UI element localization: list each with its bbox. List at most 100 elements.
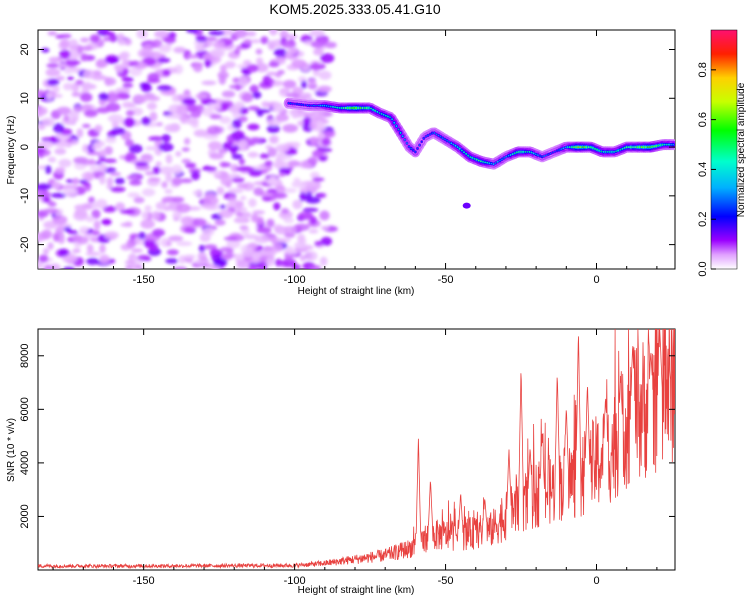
noise-blob xyxy=(93,220,101,231)
noise-blob xyxy=(122,68,130,75)
noise-blob xyxy=(62,187,78,196)
noise-blob xyxy=(257,111,264,117)
noise-blob xyxy=(58,248,69,257)
noise-blob xyxy=(238,158,245,166)
ridge-cell xyxy=(324,105,325,107)
noise-blob xyxy=(102,158,117,163)
noise-blob xyxy=(109,172,122,177)
ridge-cell xyxy=(452,144,454,145)
noise-blob xyxy=(291,181,308,188)
ridge-cell xyxy=(317,105,319,107)
ridge-cell xyxy=(647,146,649,148)
noise-blob xyxy=(149,50,162,59)
ridge-cell xyxy=(545,154,547,156)
noise-blob xyxy=(99,175,106,185)
noise-blob xyxy=(241,250,256,258)
noise-blob xyxy=(237,207,248,212)
noise-blob xyxy=(319,210,330,221)
ridge-cell xyxy=(421,141,423,143)
ridge-cell xyxy=(440,136,442,138)
noise-blob xyxy=(105,136,117,144)
x-tick-label: -150 xyxy=(133,575,155,587)
ridge-cell xyxy=(609,151,611,153)
noise-blob xyxy=(154,30,170,38)
noise-blob xyxy=(111,127,126,135)
noise-blob xyxy=(269,30,278,36)
noise-blob xyxy=(48,201,57,207)
noise-blob xyxy=(131,248,143,253)
ridge-cell xyxy=(624,147,626,149)
noise-blob xyxy=(237,76,249,87)
ridge-cell xyxy=(520,151,522,153)
ridge-cell xyxy=(349,107,351,109)
noise-blob xyxy=(236,183,249,189)
ridge-cell xyxy=(615,150,617,152)
noise-blob xyxy=(41,137,57,142)
noise-blob xyxy=(172,211,182,220)
noise-blob xyxy=(45,165,52,175)
noise-blob xyxy=(156,122,163,127)
noise-blob xyxy=(125,109,135,117)
noise-blob xyxy=(176,203,191,214)
noise-blob xyxy=(316,192,327,198)
noise-blob xyxy=(67,49,79,59)
noise-blob xyxy=(317,85,332,93)
ridge-cell xyxy=(632,146,634,148)
x-tick-label: 0 xyxy=(593,274,599,286)
noise-blob xyxy=(54,167,66,174)
ridge-cell xyxy=(588,146,590,148)
noise-blob xyxy=(186,104,199,113)
noise-blob xyxy=(186,30,199,34)
ridge-cell xyxy=(417,148,418,149)
noise-blob xyxy=(132,60,140,66)
ridge-cell xyxy=(537,154,539,156)
figure-title: KOM5.2025.333.05.41.G10 xyxy=(269,1,440,17)
noise-blob xyxy=(135,165,151,171)
noise-blob xyxy=(146,102,157,110)
noise-blob xyxy=(209,114,222,120)
ridge-cell xyxy=(355,107,357,109)
noise-blob xyxy=(38,147,46,154)
y-tick-label: 20 xyxy=(19,43,31,55)
noise-blob xyxy=(62,82,74,91)
ridge-cell xyxy=(482,161,484,163)
noise-blob xyxy=(163,36,176,44)
ridge-cell xyxy=(541,156,543,158)
ridge-cell xyxy=(569,146,571,148)
ridge-cell xyxy=(524,151,526,153)
noise-blob xyxy=(63,266,75,269)
noise-blob xyxy=(324,41,337,49)
ridge-cell xyxy=(448,141,450,143)
noise-blob xyxy=(248,198,257,208)
noise-blob xyxy=(119,209,136,215)
noise-blob xyxy=(291,59,307,69)
ridge-cell xyxy=(660,144,661,146)
ridge-cell xyxy=(294,103,296,105)
ridge-cell xyxy=(410,148,412,149)
noise-blob xyxy=(252,91,262,99)
noise-blob xyxy=(118,52,129,61)
noise-blob xyxy=(155,161,162,167)
noise-blob xyxy=(67,76,74,81)
noise-blob xyxy=(232,112,241,119)
ridge-cell xyxy=(653,145,655,147)
noise-blob xyxy=(192,190,202,196)
noise-blob xyxy=(65,60,81,66)
noise-blob xyxy=(42,248,50,255)
ridge-cell xyxy=(605,151,607,153)
noise-blob xyxy=(82,123,91,128)
ridge-cell xyxy=(381,113,383,115)
noise-blob xyxy=(293,223,310,231)
noise-blob xyxy=(266,188,278,193)
noise-blob xyxy=(86,243,94,254)
colorbar-tick-label: 0.6 xyxy=(697,112,709,127)
spectrogram-ylabel: Frequency (Hz) xyxy=(6,116,17,185)
noise-blob xyxy=(266,256,275,267)
y-tick-label: 0 xyxy=(19,144,31,150)
noise-blob xyxy=(213,258,228,267)
noise-blob xyxy=(193,129,208,137)
ridge-cell xyxy=(330,106,332,108)
noise-blob xyxy=(104,77,117,86)
noise-blob xyxy=(56,106,72,115)
noise-blob xyxy=(198,244,205,253)
